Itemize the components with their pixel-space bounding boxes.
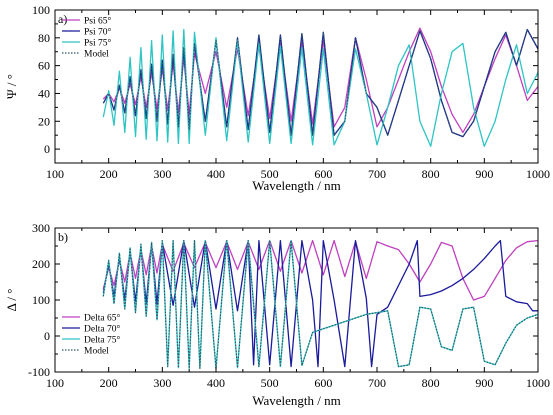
- legend-entry-0: Psi 65°: [84, 16, 111, 27]
- y-tick-label: 20: [38, 114, 50, 128]
- y-tick-label: 60: [38, 59, 50, 73]
- legend-entry-1: Delta 70°: [84, 324, 120, 335]
- series-line-2: [102, 28, 538, 147]
- y-tick-label: 200: [32, 257, 50, 271]
- x-tick-label: 900: [475, 167, 493, 181]
- x-tick-label: 1000: [526, 167, 550, 181]
- x-tick-label: 400: [207, 376, 225, 390]
- x-tick-label: 700: [368, 376, 386, 390]
- x-tick-label: 300: [153, 376, 171, 390]
- y-tick-label: -100: [28, 365, 50, 379]
- x-tick-label: 500: [261, 376, 279, 390]
- psi-panel: 100 200 300 400 500 600 700 800 900 1000 0 20 40 60 80…: [4, 3, 550, 193]
- y-tick-label: 80: [38, 31, 50, 45]
- y-axis-title: Δ / °: [4, 289, 19, 312]
- y-tick-label: 100: [32, 293, 50, 307]
- x-tick-label: 100: [46, 167, 64, 181]
- y-tick-label: 0: [44, 142, 50, 156]
- x-tick-label: 700: [368, 167, 386, 181]
- x-tick-label: 800: [422, 376, 440, 390]
- series-line-2: [102, 239, 538, 370]
- x-tick-label: 600: [314, 167, 332, 181]
- y-axis-title: Ψ / °: [4, 74, 19, 99]
- x-tick-label: 400: [207, 167, 225, 181]
- x-tick-label: 800: [422, 167, 440, 181]
- x-tick-label: 300: [153, 167, 171, 181]
- delta-panel: 100 200 300 400 500 600 700 800 900 1000 -100 0 100 2…: [4, 221, 550, 408]
- legend-entry-3: Model: [84, 50, 109, 60]
- panel-label: b): [58, 230, 68, 244]
- x-tick-label: 600: [314, 376, 332, 390]
- series-line-3: [102, 28, 538, 138]
- legend-entry-0: Delta 65°: [84, 313, 120, 324]
- legend: Delta 65°Delta 70°Delta 75°Model: [62, 313, 120, 357]
- x-axis-title: Wavelength / nm: [252, 178, 341, 193]
- y-tick-label: 300: [32, 221, 50, 235]
- x-tick-label: 200: [100, 167, 118, 181]
- legend-entry-1: Psi 70°: [84, 27, 111, 38]
- x-tick-label: 100: [46, 376, 64, 390]
- legend: Psi 65°Psi 70°Psi 75°Model: [62, 16, 111, 60]
- series-group: [102, 27, 538, 147]
- y-tick-label: 40: [38, 86, 50, 100]
- x-tick-label: 200: [100, 376, 118, 390]
- y-tick-label: 100: [32, 3, 50, 17]
- legend-entry-3: Model: [84, 347, 109, 357]
- x-tick-label: 900: [475, 376, 493, 390]
- x-axis-title: Wavelength / nm: [252, 393, 341, 408]
- x-tick-label: 1000: [526, 376, 550, 390]
- x-tick-label: 500: [261, 167, 279, 181]
- panel-label: a): [58, 12, 67, 26]
- legend-entry-2: Delta 75°: [84, 335, 120, 346]
- y-tick-label: 0: [44, 329, 50, 343]
- series-group: [102, 239, 538, 370]
- legend-entry-2: Psi 75°: [84, 38, 111, 49]
